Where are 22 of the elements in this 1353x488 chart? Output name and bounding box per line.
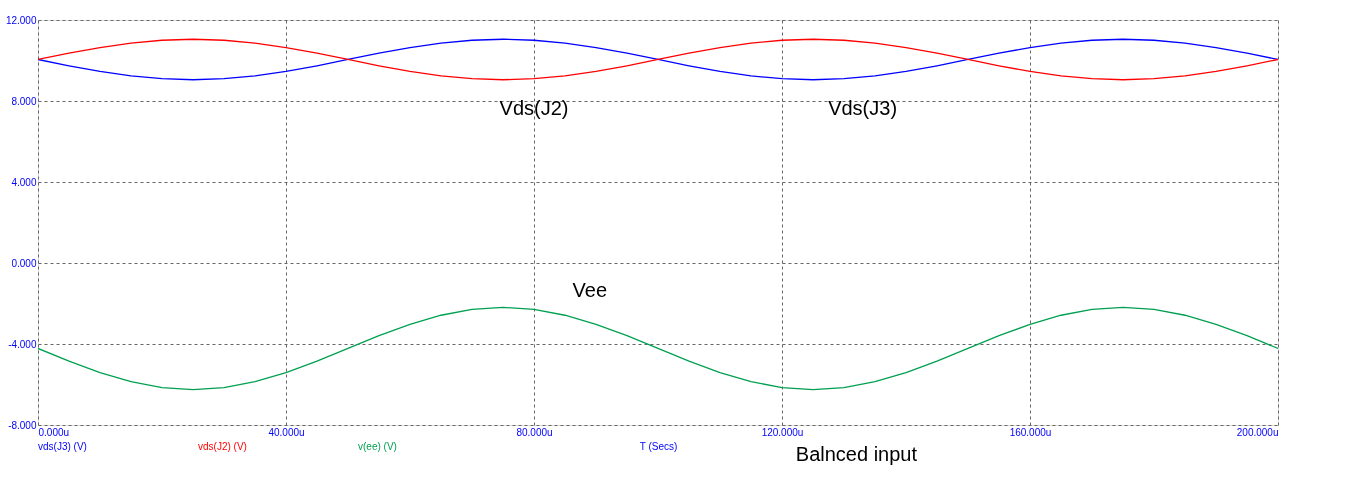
x-tick-label: 160.000u [1009,426,1052,438]
y-tick-label: 4.000 [11,176,37,188]
y-tick-label: 12.000 [5,14,37,26]
annotation: Vee [572,279,608,302]
annotation: Vds(J3) [828,97,898,120]
line-series [38,306,1278,391]
x-tick-label: 200.000u [1236,426,1279,438]
x-tick-label: 0.000u [38,426,70,438]
x-tick-label: 40.000u [268,426,305,438]
text: vds(J3) (V) [38,441,87,452]
y-tick-label: 8.000 [11,95,37,107]
x-tick-label: 80.000u [516,426,553,438]
y-tick-label: -4.000 [8,338,37,350]
text: Balnced input [795,443,918,466]
y-tick-label: 0.000 [11,257,37,269]
y-tick-label: -8.000 [8,419,37,431]
annotation: Vds(J2) [499,97,569,120]
text: v(ee) (V) [358,441,397,452]
x-tick-label: 120.000u [761,426,804,438]
x-axis-title: T (Secs) [639,440,678,452]
text: vds(J2) (V) [198,441,247,452]
line-series [38,38,1278,81]
